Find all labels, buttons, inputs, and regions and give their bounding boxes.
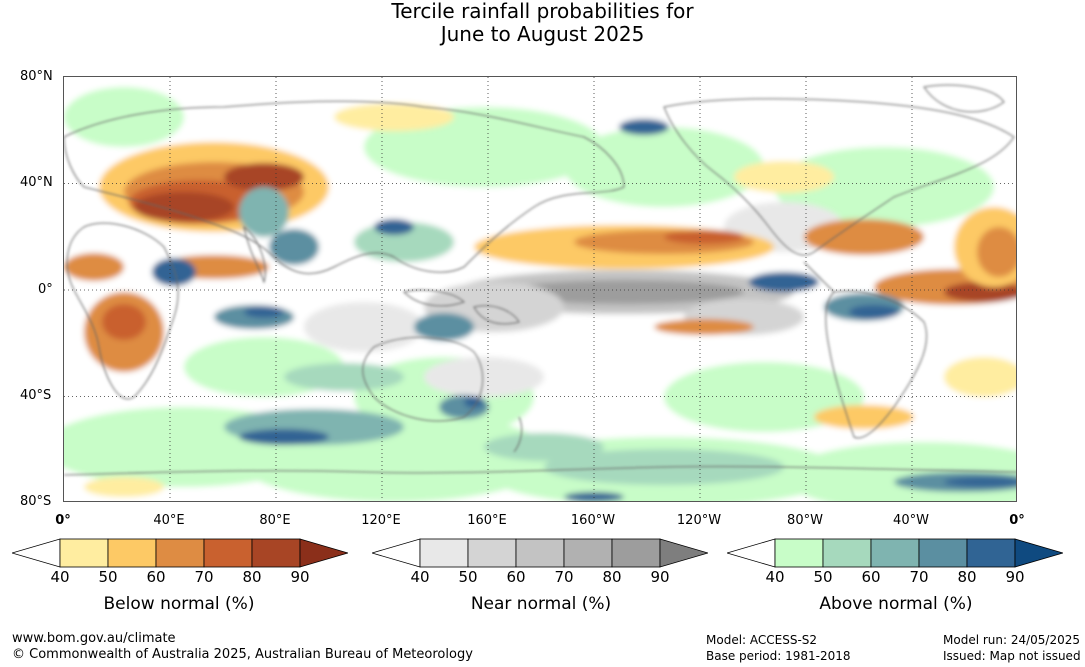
lon-label-80e: 80°E (259, 513, 291, 528)
above-normal-segment (822, 538, 872, 568)
near-normal-tick-label: 70 (554, 568, 574, 586)
map-title: Tercile rainfall probabilities for June … (0, 0, 1085, 46)
lat-label-equator: 0° (38, 282, 53, 297)
below-normal-colorbar (12, 538, 348, 568)
footer-model-info: Model: ACCESS-S2 Base period: 1981-2018 (706, 632, 851, 664)
near-normal-legend-title: Near normal (%) (470, 594, 612, 614)
lon-label-160w: 160°W (570, 513, 616, 528)
near-normal-segment (563, 538, 613, 568)
above-normal-tick-label: 60 (861, 568, 881, 586)
below-normal-tick-label: 60 (146, 568, 166, 586)
near-normal-tick-label: 60 (506, 568, 526, 586)
near-normal-tick-label: 80 (602, 568, 622, 586)
lon-label-120w: 120°W (676, 513, 722, 528)
above-normal-tick-label: 70 (909, 568, 929, 586)
below-normal-segment (107, 538, 157, 568)
base-period: Base period: 1981-2018 (706, 649, 851, 663)
above-normal-tick-label: 80 (957, 568, 977, 586)
below-normal-tick-label: 50 (98, 568, 118, 586)
above-normal-tick-label: 50 (813, 568, 833, 586)
near-normal-high-extension (659, 538, 708, 568)
map-canvas (64, 77, 1016, 501)
lon-label-40w: 40°W (893, 513, 929, 528)
coastlines (64, 84, 1016, 476)
near-normal-tick-label: 40 (410, 568, 430, 586)
below-normal-tick-label: 90 (290, 568, 310, 586)
website-link[interactable]: www.bom.gov.au/climate (12, 631, 176, 646)
lon-label-160e: 160°E (467, 513, 507, 528)
above-normal-segment (966, 538, 1016, 568)
footer-run-info: Model run: 24/05/2025 Issued: Map not is… (943, 632, 1081, 664)
near-normal-segment (611, 538, 661, 568)
above-normal-tick-label: 40 (765, 568, 785, 586)
lon-label-0-east: 0° (1009, 513, 1025, 528)
below-normal-segment (59, 538, 109, 568)
below-normal-legend-title: Below normal (%) (103, 594, 255, 614)
below-normal-segment (251, 538, 301, 568)
near-normal-segment (419, 538, 469, 568)
near-normal-tick-label: 50 (458, 568, 478, 586)
title-line-1: Tercile rainfall probabilities for (391, 0, 694, 23)
probability-field (64, 77, 1016, 501)
lat-label-40n: 40°N (20, 175, 53, 190)
below-normal-high-extension (299, 538, 348, 568)
lat-label-80s: 80°S (20, 494, 52, 509)
near-normal-low-extension (372, 538, 421, 568)
copyright-text: © Commonwealth of Australia 2025, Austra… (12, 647, 473, 662)
above-normal-segment (870, 538, 920, 568)
below-normal-segment (203, 538, 253, 568)
above-normal-low-extension (727, 538, 776, 568)
below-normal-segment (155, 538, 205, 568)
lat-label-80n: 80°N (20, 69, 53, 84)
above-normal-segment (774, 538, 824, 568)
below-normal-tick-label: 80 (242, 568, 262, 586)
below-normal-colorbar-svg (12, 538, 348, 568)
below-normal-tick-label: 40 (50, 568, 70, 586)
above-normal-segment (918, 538, 968, 568)
above-normal-colorbar (727, 538, 1063, 568)
below-normal-low-extension (12, 538, 61, 568)
above-normal-high-extension (1014, 538, 1063, 568)
below-normal-tick-label: 70 (194, 568, 214, 586)
above-normal-legend-title: Above normal (%) (819, 594, 973, 614)
issued-status: Issued: Map not issued (943, 649, 1081, 663)
model-run-date: Model run: 24/05/2025 (943, 633, 1081, 647)
lat-label-40s: 40°S (20, 388, 52, 403)
rainfall-probability-map (63, 76, 1017, 502)
lon-label-0-west: 0° (55, 513, 71, 528)
near-normal-segment (467, 538, 517, 568)
near-normal-segment (515, 538, 565, 568)
graticule (64, 77, 1016, 501)
near-normal-tick-label: 90 (650, 568, 670, 586)
above-normal-colorbar-svg (727, 538, 1063, 568)
lon-label-40e: 40°E (153, 513, 185, 528)
near-normal-colorbar (372, 538, 708, 568)
lon-label-80w: 80°W (787, 513, 823, 528)
above-normal-tick-label: 90 (1005, 568, 1025, 586)
footer-website: www.bom.gov.au/climate © Commonwealth of… (12, 631, 473, 663)
lon-label-120e: 120°E (361, 513, 401, 528)
title-line-2: June to August 2025 (440, 22, 645, 46)
model-name: Model: ACCESS-S2 (706, 633, 818, 647)
near-normal-colorbar-svg (372, 538, 708, 568)
